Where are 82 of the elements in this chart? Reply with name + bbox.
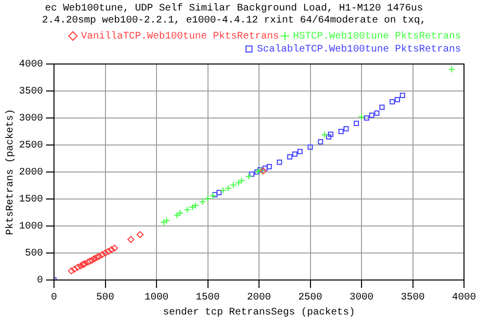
point bbox=[238, 177, 246, 184]
x-tick-label: 3500 bbox=[400, 292, 425, 304]
point bbox=[318, 139, 324, 144]
point bbox=[74, 264, 82, 271]
point bbox=[308, 144, 313, 150]
point bbox=[235, 179, 242, 186]
point bbox=[160, 218, 168, 226]
point bbox=[297, 148, 303, 154]
point bbox=[400, 92, 406, 98]
point bbox=[448, 66, 456, 73]
y-tick-label: 2500 bbox=[18, 140, 44, 152]
point bbox=[321, 131, 328, 138]
point bbox=[358, 113, 365, 120]
point bbox=[326, 134, 332, 140]
point bbox=[220, 186, 227, 194]
y-tick-label: 2000 bbox=[18, 168, 44, 179]
chart-title: ec Web100tune, UDP Self Similar Background Load, H1-M120 1476us bbox=[44, 2, 424, 15]
point bbox=[276, 160, 282, 165]
point bbox=[102, 250, 109, 256]
point bbox=[204, 194, 212, 202]
point bbox=[266, 164, 272, 170]
point bbox=[192, 202, 199, 209]
x-tick-label: 0 bbox=[50, 292, 58, 304]
y-tick-label: 0 bbox=[36, 276, 44, 287]
point bbox=[108, 246, 115, 254]
point bbox=[96, 252, 103, 260]
legend-label: VanillaTCP.Web100tune PktsRetrans bbox=[80, 30, 279, 43]
point bbox=[292, 152, 298, 157]
point bbox=[230, 181, 237, 188]
point bbox=[394, 97, 400, 102]
point bbox=[110, 244, 118, 252]
legend-label: HSTCP.Web100tune PktsRetrans bbox=[292, 30, 462, 43]
y-tick-label: 4000 bbox=[18, 60, 44, 71]
point bbox=[176, 210, 184, 217]
point bbox=[127, 236, 134, 243]
point bbox=[184, 206, 191, 214]
point bbox=[249, 172, 254, 177]
point bbox=[245, 172, 252, 180]
point bbox=[86, 258, 94, 265]
point bbox=[374, 110, 380, 116]
point bbox=[369, 112, 374, 118]
x-tick-label: 2500 bbox=[298, 292, 322, 304]
point bbox=[68, 267, 75, 274]
point bbox=[224, 184, 232, 192]
x-tick-label: 1000 bbox=[144, 292, 169, 304]
x-axis-title: sender tcp RetransSegs (packets) bbox=[162, 306, 356, 319]
point bbox=[88, 256, 96, 264]
y-tick-label: 3000 bbox=[18, 114, 44, 125]
point bbox=[94, 254, 101, 261]
y-axis-title: PktsRetrans (packets) bbox=[4, 108, 17, 236]
point bbox=[364, 115, 370, 121]
point bbox=[287, 154, 292, 160]
x-tick-label: 500 bbox=[96, 292, 114, 304]
point bbox=[136, 231, 144, 238]
point bbox=[379, 104, 385, 110]
y-tick-label: 1000 bbox=[18, 222, 44, 233]
point bbox=[104, 248, 112, 255]
point bbox=[209, 192, 216, 200]
chart-subtitle: 2.4.20smp web100-2.2.1, e1000-4.4.12 rxint 64/64moderate on txq, bbox=[42, 14, 426, 27]
point bbox=[390, 99, 395, 104]
point bbox=[71, 266, 78, 273]
point bbox=[77, 262, 84, 270]
point bbox=[174, 212, 181, 219]
point bbox=[216, 190, 222, 196]
point bbox=[212, 192, 218, 198]
legend-label: ScalableTCP.Web100tune PktsRetrans bbox=[256, 44, 462, 56]
point bbox=[199, 198, 206, 206]
y-tick-label: 500 bbox=[24, 248, 44, 260]
y-tick-label: 1500 bbox=[18, 194, 44, 206]
x-tick-label: 4000 bbox=[452, 292, 476, 304]
x-tick-label: 1500 bbox=[196, 292, 220, 304]
point bbox=[344, 126, 349, 132]
point bbox=[354, 120, 359, 126]
point bbox=[328, 132, 334, 137]
x-tick-label: 2000 bbox=[246, 292, 272, 304]
x-tick-label: 3000 bbox=[349, 292, 374, 304]
point bbox=[338, 128, 344, 134]
point bbox=[262, 166, 268, 171]
point bbox=[98, 251, 106, 258]
y-tick-label: 3500 bbox=[18, 86, 44, 98]
point bbox=[163, 217, 170, 224]
point bbox=[188, 204, 196, 211]
